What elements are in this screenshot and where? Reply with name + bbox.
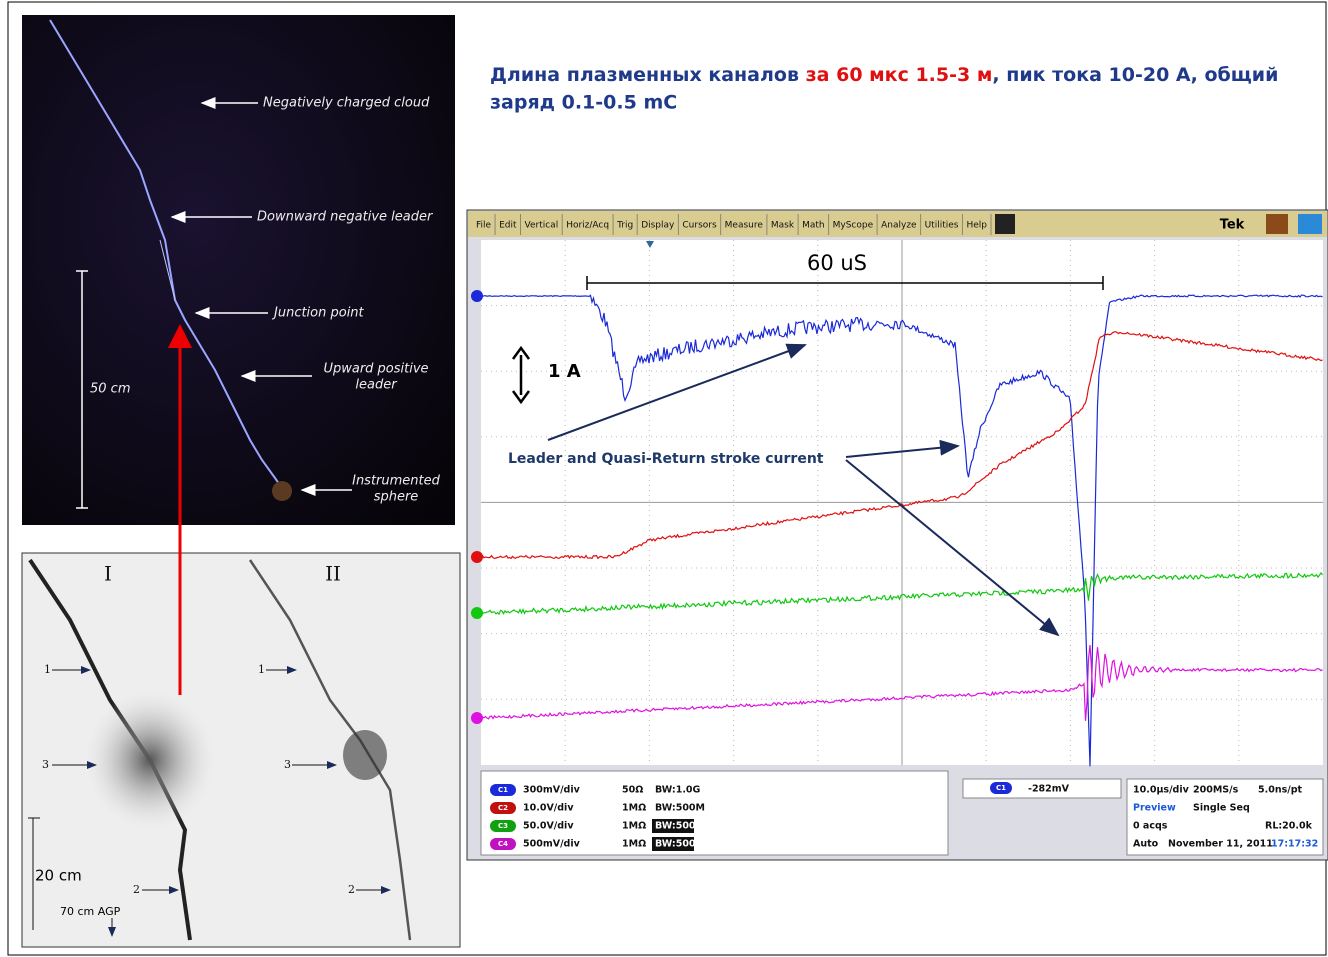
channel-scale: 300mV/div: [523, 785, 581, 796]
channel-scale: 10.0V/div: [523, 803, 574, 814]
timebase-seq: Single Seq: [1193, 803, 1250, 814]
channel-impedance: 1MΩ: [622, 839, 646, 850]
panel-label: II: [325, 562, 341, 586]
film-height: 70 cm AGP: [60, 905, 121, 918]
trigger-level: -282mV: [1028, 784, 1070, 795]
caption: Leader and Quasi-Return stroke current: [508, 451, 824, 467]
menu-item[interactable]: Help: [966, 221, 987, 231]
slide-title-line2: заряд 0.1-0.5 mC: [490, 92, 677, 114]
photo-label: Instrumented: [352, 474, 441, 489]
trigger-channel: C1: [996, 784, 1006, 792]
channel-impedance: 1MΩ: [622, 821, 646, 832]
photo-label: Downward negative leader: [257, 210, 434, 225]
menu-item[interactable]: Mask: [771, 221, 795, 231]
channel-impedance: 50Ω: [622, 785, 643, 796]
current-annotation: 1 A: [548, 361, 581, 382]
menu-item[interactable]: Analyze: [881, 221, 917, 231]
timebase-mode: Preview: [1133, 803, 1176, 814]
oscilloscope: File Edit Vertical Horiz/Acq Trig Display Curs…: [467, 210, 1328, 860]
photo-scale: 50 cm: [90, 382, 131, 397]
photo-label: Upward positive: [323, 362, 428, 377]
slide: Negatively charged cloud Downward negati…: [0, 0, 1328, 957]
menu-item[interactable]: Utilities: [925, 221, 959, 231]
channel-badge-label: C4: [498, 840, 508, 848]
menu-item[interactable]: Horiz/Acq: [566, 221, 609, 231]
minimize-button: [1266, 214, 1288, 234]
menu-item[interactable]: Math: [802, 221, 825, 231]
close-button: [1298, 214, 1322, 234]
channel-badge-label: C2: [498, 804, 508, 812]
channel-scale: 500mV/div: [523, 839, 581, 850]
channel-impedance: 1MΩ: [622, 803, 646, 814]
menu-item[interactable]: Edit: [499, 221, 517, 231]
channel-bandwidth: BW:500M: [655, 839, 705, 850]
page: Leader and quasi-return stroke body{marg…: [0, 0, 1328, 957]
film-mark: 3: [284, 758, 291, 771]
menu-dropdown: [995, 214, 1015, 234]
title-highlight: за 60 мкс 1.5-3 м: [806, 64, 993, 86]
title-part: , пик тока 10-20 А, общий: [992, 64, 1278, 86]
photo-label: leader: [355, 378, 398, 393]
photo-label: Junction point: [271, 306, 365, 321]
slide-title: Длина плазменных каналов за 60 мкс 1.5-3…: [490, 64, 1278, 86]
channel-marker: [471, 290, 483, 302]
film-mark: 1: [44, 663, 51, 676]
channel-bandwidth: BW:1.0G: [655, 785, 701, 796]
channel-badge-label: C3: [498, 822, 508, 830]
title-part: Длина плазменных каналов: [490, 64, 806, 86]
lightning-photo: Negatively charged cloud Downward negati…: [22, 15, 455, 525]
channel-marker: [471, 712, 483, 724]
film-scale: 20 cm: [35, 867, 82, 885]
panel-label: I: [104, 562, 112, 586]
channel-bandwidth: BW:500M: [655, 821, 705, 832]
menu-item[interactable]: MyScope: [833, 221, 874, 231]
timebase-pt: 5.0ns/pt: [1258, 785, 1303, 796]
timebase-time: 17:17:32: [1271, 839, 1318, 850]
menu-item[interactable]: Vertical: [525, 221, 559, 231]
menu-item[interactable]: Cursors: [682, 221, 717, 231]
channel-bandwidth: BW:500M: [655, 803, 705, 814]
menu-item[interactable]: Trig: [616, 221, 633, 231]
brand: Tek: [1220, 218, 1245, 233]
timebase-rate: 200MS/s: [1193, 785, 1239, 796]
menu-item[interactable]: Display: [641, 221, 675, 231]
time-annotation: 60 uS: [807, 251, 867, 275]
channel-marker: [471, 607, 483, 619]
timebase-rl: RL:20.0k: [1265, 821, 1313, 832]
channel-marker: [471, 551, 483, 563]
body: {"title":{"start":"Длина плазменных кана…: [0, 0, 1328, 957]
timebase-auto: Auto: [1133, 839, 1159, 850]
timebase-div: 10.0µs/div: [1133, 785, 1190, 796]
timebase-acqs: 0 acqs: [1133, 821, 1168, 832]
film-frames: I II 1 3 2 1 3 2 20 cm 70 cm AGP: [22, 553, 460, 947]
photo-label: Negatively charged cloud: [263, 96, 430, 111]
menu-item[interactable]: Measure: [725, 221, 764, 231]
film-mark: 2: [133, 883, 140, 896]
timebase-date: November 11, 2011: [1168, 839, 1273, 850]
photo-label: sphere: [374, 490, 419, 505]
channel-scale: 50.0V/div: [523, 821, 574, 832]
menu-item[interactable]: File: [476, 221, 492, 231]
channel-badge-label: C1: [498, 786, 508, 794]
film-mark: 1: [258, 663, 265, 676]
film-mark: 3: [42, 758, 49, 771]
film-mark: 2: [348, 883, 355, 896]
